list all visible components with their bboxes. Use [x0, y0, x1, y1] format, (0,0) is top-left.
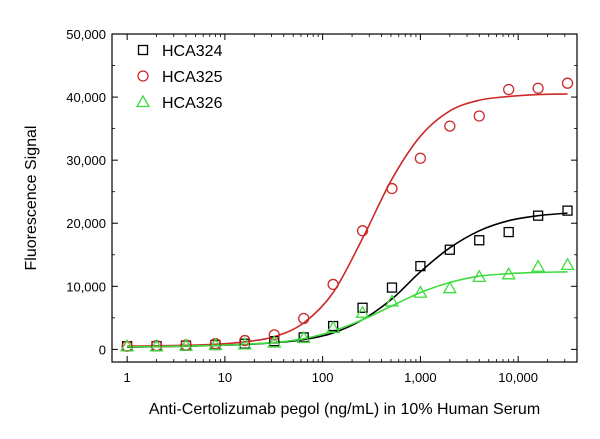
y-tick-label: 30,000	[66, 153, 106, 168]
data-point-hca326	[237, 337, 252, 350]
data-point-hca324	[532, 210, 544, 221]
data-point-hca325	[386, 182, 398, 195]
x-tick-label: 10,000	[498, 370, 538, 385]
data-point-hca326	[413, 285, 428, 298]
y-tick-label: 20,000	[66, 216, 106, 231]
legend-label: HCA325	[162, 69, 223, 86]
data-point-hca325	[503, 83, 515, 96]
data-point-hca326	[326, 320, 341, 334]
y-tick-label: 40,000	[66, 90, 106, 105]
data-point-hca325	[561, 77, 574, 89]
plot-frame	[111, 33, 578, 363]
x-tick-label: 1,000	[404, 370, 437, 385]
x-tick-label: 100	[312, 370, 334, 385]
legend-label: HCA326	[162, 95, 223, 112]
y-tick-label: 0	[99, 342, 106, 357]
axis-ticks: 1 10 100 1,000 10,000 0 10,000 20,000 30,000 40,0…	[66, 27, 578, 385]
fit-curve-hca326	[127, 271, 568, 348]
y-axis-title: Fluorescence Signal	[23, 126, 40, 271]
data-point-hca324	[503, 226, 514, 238]
data-point-hca325	[444, 120, 456, 132]
data-point-hca326	[120, 338, 135, 352]
fit-curve-hca324	[127, 212, 568, 348]
data-point-hca326	[560, 257, 575, 271]
data-point-hca325	[356, 225, 369, 237]
data-point-hca326	[355, 305, 370, 318]
legend: HCA324 HCA325 HCA326	[135, 43, 223, 112]
y-tick-label: 50,000	[66, 27, 106, 42]
data-point-hca326	[384, 294, 400, 307]
legend-label: HCA324	[162, 43, 223, 60]
fit-curves	[127, 93, 568, 348]
data-point-hca324	[415, 260, 426, 272]
data-point-hca326	[530, 259, 546, 272]
data-points	[120, 77, 575, 352]
data-point-hca325	[327, 278, 339, 291]
fit-curve-hca325	[127, 93, 568, 348]
data-point-hca325	[532, 82, 544, 94]
data-point-hca324	[444, 244, 455, 255]
data-point-hca325	[268, 329, 280, 341]
legend-marker-hca326	[135, 94, 151, 108]
data-point-hca326	[501, 267, 516, 280]
data-point-hca326	[472, 269, 487, 282]
data-point-hca326	[442, 280, 457, 294]
data-point-hca324	[357, 302, 368, 313]
x-axis-title: Anti-Certolizumab pegol (ng/mL) in 10% H…	[149, 401, 540, 418]
data-point-hca325	[239, 334, 251, 347]
x-tick-label: 1	[124, 370, 131, 385]
data-point-hca326	[267, 335, 282, 348]
data-point-hca324	[562, 205, 573, 216]
data-point-hca325	[414, 152, 427, 164]
data-point-hca325	[473, 110, 485, 122]
x-tick-label: 10	[218, 370, 232, 385]
data-point-hca326	[208, 337, 223, 351]
legend-marker-hca324	[137, 44, 149, 56]
y-tick-label: 10,000	[66, 279, 106, 294]
data-point-hca326	[178, 338, 194, 351]
data-point-hca324	[386, 282, 398, 293]
legend-marker-hca325	[137, 70, 149, 82]
data-point-hca326	[149, 338, 164, 352]
data-point-hca326	[296, 330, 311, 344]
data-point-hca324	[474, 235, 485, 246]
data-point-hca325	[298, 312, 310, 325]
